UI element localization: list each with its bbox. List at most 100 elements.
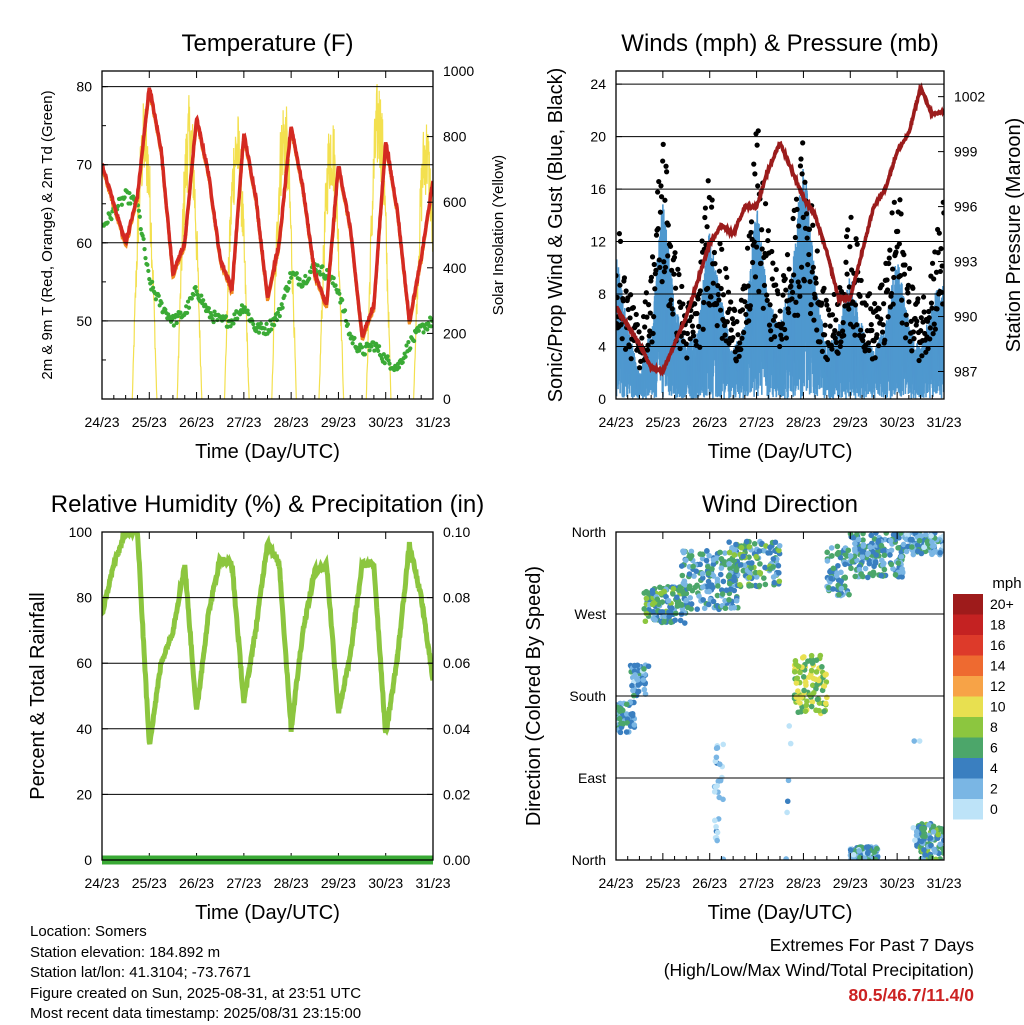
gust-point [890,266,896,272]
gust-point [796,223,802,229]
gust-point [796,284,802,290]
dewpoint-point [275,310,281,315]
dewpoint-point [403,354,408,359]
station-info: Location: Somers Station elevation: 184.… [30,922,361,1025]
legend-swatch [953,799,983,820]
gust-point [637,365,643,371]
gust-point [726,306,733,312]
wind-direction-point [756,548,763,554]
dewpoint-point [425,327,430,332]
wind-direction-point [824,558,831,564]
extremes-block: Extremes For Past 7 Days (High/Low/Max W… [664,933,974,1008]
x-tick-label: 30/23 [880,875,915,891]
gust-point [661,259,667,265]
gust-point [804,211,810,217]
gust-point [868,306,874,312]
wind-direction-point [798,694,805,700]
y-tick-label: 70 [76,157,92,173]
gust-point [857,293,863,299]
gust-point [675,266,681,272]
dewpoint-point [258,321,263,326]
gust-point [874,332,880,338]
gust-point [846,306,852,312]
wind-direction-point [859,548,865,555]
y-axis-label: Percent & Total Rainfall [27,592,49,800]
gust-point [648,274,655,280]
gust-point [684,355,690,361]
dewpoint-point [145,262,150,267]
gust-point [919,353,925,359]
wind-direction-point [699,551,706,558]
wind-direction-point [792,658,799,664]
dewpoint-point [107,212,112,217]
gust-point [644,347,651,353]
gust-point [707,302,713,308]
gust-point [872,300,878,307]
legend-swatch [953,758,983,779]
wind-direction-point [674,594,680,601]
solar-insolation-line [176,95,203,399]
y-tick-label: 24 [590,76,606,92]
wind-direction-point [852,540,858,547]
dewpoint-point [242,305,247,310]
wind-direction-point [821,708,827,715]
y-axis-label: Direction (Colored By Speed) [523,566,545,826]
dewpoint-point [350,341,355,346]
wind-direction-point [670,591,676,597]
wind-direction-point [836,591,842,598]
gust-point [798,264,805,270]
dewpoint-point [186,305,192,310]
gust-point [786,309,792,316]
wind-direction-point [929,539,935,545]
wind-direction-point [842,561,848,568]
wind-direction-point [727,565,733,572]
gust-point [941,210,944,216]
gust-point [673,285,679,291]
dewpoint-point [279,302,284,307]
dewpoint-point [109,217,114,222]
wind-direction-point [829,553,835,559]
wind-direction-point [785,777,792,784]
gust-point [880,322,886,328]
wind-direction-point [710,561,717,568]
y-tick-label: North [572,852,606,868]
dewpoint-point [280,305,285,310]
gust-point [802,179,808,185]
gust-point [655,226,661,232]
wind-direction-point [714,837,720,844]
gust-point [934,306,940,312]
wind-direction-point [795,688,801,694]
gust-point [728,299,734,305]
pressure-line [616,82,944,377]
y-tick-label: 16 [590,181,606,197]
extremes-subtitle: (High/Low/Max Wind/Total Precipitation) [663,960,974,980]
gust-point [642,324,648,330]
wind-direction-point [888,561,895,568]
gust-point [879,282,885,288]
gust-point [918,328,924,334]
gust-point [717,307,724,313]
wind-direction-point [872,559,879,565]
gust-point [881,301,887,307]
wind-direction-point [937,856,943,860]
gust-point [885,314,891,320]
wind-direction-point [770,574,777,580]
gust-point [847,244,853,250]
wind-direction-point [679,572,686,579]
gust-point [940,301,944,307]
plot-area [616,532,944,860]
gust-point [687,336,693,342]
gust-point [901,252,907,258]
wind-direction-point [870,569,877,576]
gust-point [651,261,657,268]
gust-point [932,326,938,332]
legend-swatch [953,676,983,697]
gust-point [926,315,932,321]
gust-point [865,340,872,346]
wind-direction-point [848,565,854,572]
gust-point [735,332,741,338]
gust-point [758,260,764,266]
wind-direction-point [828,545,835,551]
y-tick-label: 12 [590,234,606,250]
wind-direction-point [816,707,822,714]
